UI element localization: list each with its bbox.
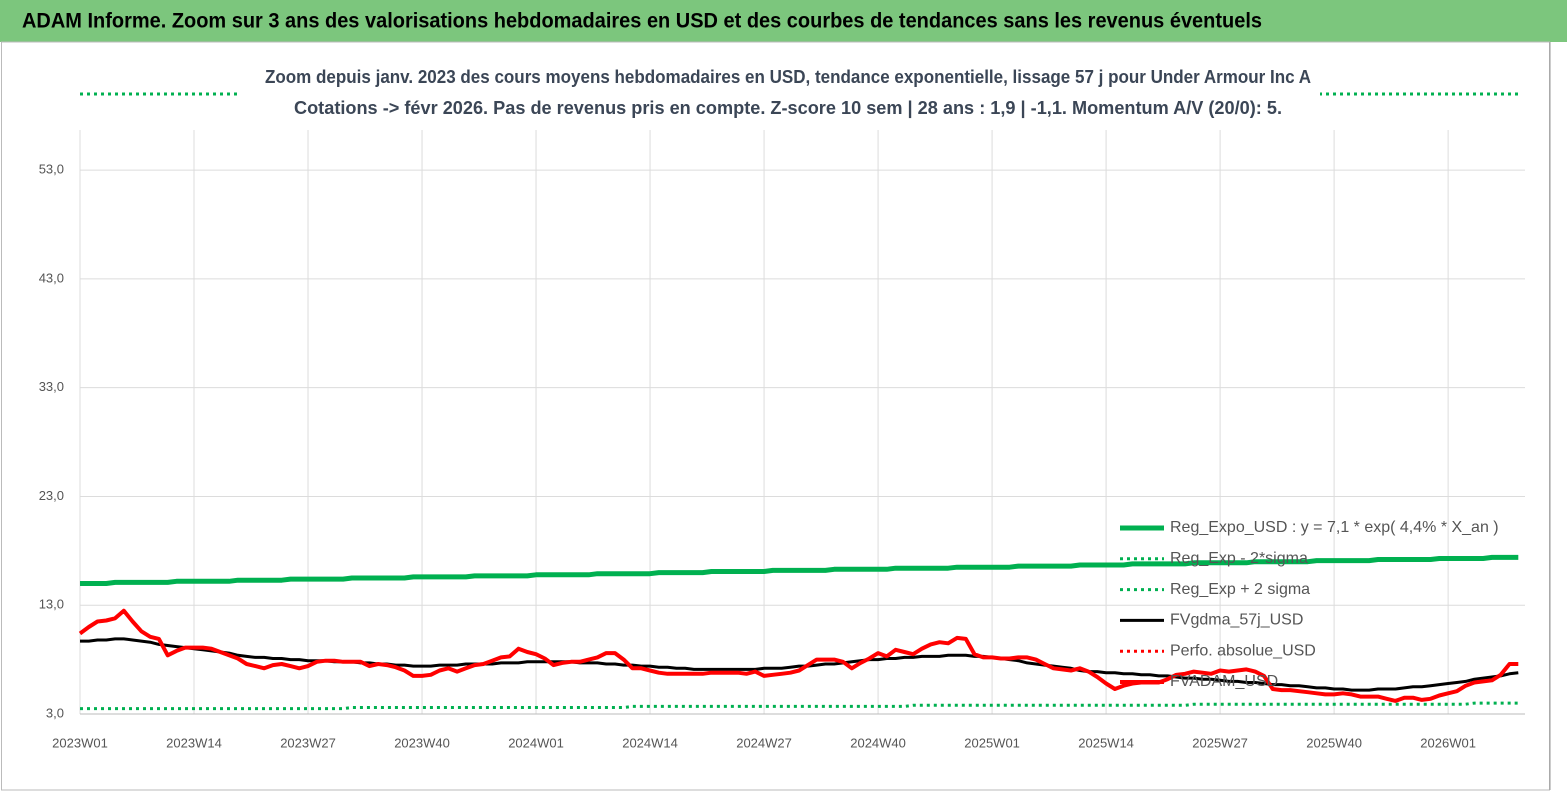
x-tick-label: 2023W40 <box>394 735 450 750</box>
series-line <box>80 554 1519 586</box>
x-tick-label: 2025W40 <box>1306 735 1362 750</box>
y-tick-label: 13,0 <box>39 597 64 612</box>
header-bar <box>0 0 1567 42</box>
chart-frame <box>1 41 1550 791</box>
chart-subtitle: Zoom depuis janv. 2023 des cours moyens … <box>265 67 1311 87</box>
chart-subtitle: Cotations -> févr 2026. Pas de revenus p… <box>294 98 1282 118</box>
y-tick-label: 33,0 <box>39 379 64 394</box>
x-tick-label: 2023W01 <box>52 735 108 750</box>
x-tick-label: 2026W01 <box>1420 735 1476 750</box>
x-tick-label: 2025W01 <box>964 735 1020 750</box>
y-tick-label: 3,0 <box>46 705 64 720</box>
x-tick-label: 2024W27 <box>736 735 792 750</box>
x-tick-label: 2023W14 <box>166 735 222 750</box>
legend-label: FVADAM_USD <box>1170 673 1278 690</box>
chart-title: ADAM Informe. Zoom sur 3 ans des valoris… <box>22 10 1262 33</box>
x-tick-label: 2025W27 <box>1192 735 1248 750</box>
legend-label: Reg_Expo_USD : y = 7,1 * exp( 4,4% * X_a… <box>1170 519 1499 536</box>
legend-label: Reg_Exp - 2*sigma <box>1170 550 1308 567</box>
legend-label: Perfo. absolue_USD <box>1170 642 1316 659</box>
x-tick-label: 2024W40 <box>850 735 906 750</box>
subtitle-box <box>240 60 1320 126</box>
x-tick-label: 2024W01 <box>508 735 564 750</box>
plot-area: 3,0 13,0 23,0 33,0 43,0 53,0 2023W01 2023W14 202… <box>39 92 1525 750</box>
series-line <box>80 701 1519 711</box>
y-tick-label: 43,0 <box>39 270 64 285</box>
legend: Reg_Expo_USD : y = 7,1 * exp( 4,4% * X_a… <box>1120 519 1499 690</box>
x-tick-label: 2024W14 <box>622 735 678 750</box>
y-tick-label: 23,0 <box>39 488 64 503</box>
x-tick-label: 2025W14 <box>1078 735 1134 750</box>
legend-label: FVgdma_57j_USD <box>1170 612 1303 629</box>
y-tick-label: 53,0 <box>39 162 64 177</box>
legend-label: Reg_Exp + 2 sigma <box>1170 581 1310 598</box>
series-line <box>78 608 1519 703</box>
x-tick-label: 2023W27 <box>280 735 336 750</box>
